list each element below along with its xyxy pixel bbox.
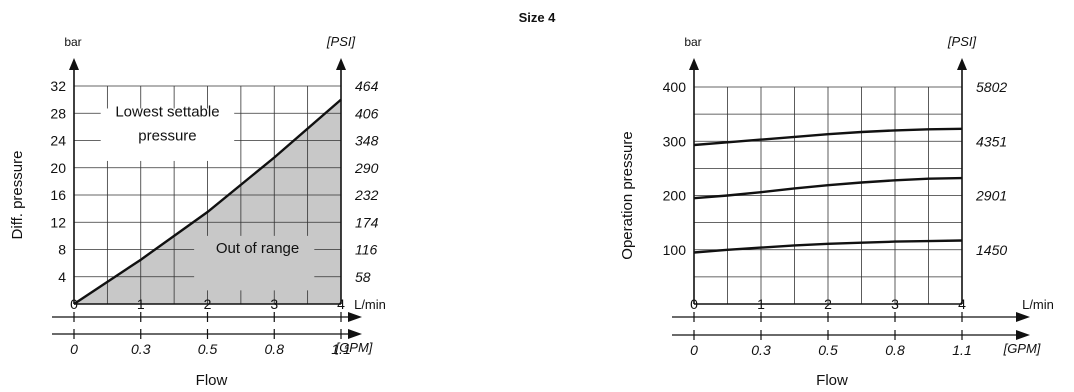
y-tick-label: 20 — [50, 160, 66, 176]
chart-2: 0 0 1 0.3 2 0.5 3 0.8 4 1.1 100 1450 200 2901 300 4351 4… — [619, 34, 1054, 389]
x-tick-label: 3 — [270, 296, 278, 312]
y-tick-label: 32 — [50, 78, 66, 94]
y-tick-label-secondary: 232 — [354, 187, 379, 203]
x-unit-label-secondary: [GPM] — [335, 340, 373, 355]
series-line-3 — [693, 127, 963, 147]
x-tick-label-secondary: 0 — [70, 341, 78, 357]
annotation-label: pressure — [138, 128, 196, 145]
y-tick-label: 12 — [50, 214, 66, 230]
y-tick-label-secondary: 1450 — [976, 242, 1007, 258]
x-tick-label-secondary: 0.5 — [198, 341, 218, 357]
x-tick-label: 0 — [690, 296, 698, 312]
series-line-1 — [73, 98, 342, 306]
y-tick-label-secondary: 290 — [354, 160, 379, 176]
x-tick-label: 4 — [958, 296, 966, 312]
y-tick-label-secondary: 2901 — [975, 188, 1007, 204]
x-unit-label-secondary: [GPM] — [1003, 341, 1041, 356]
x-tick-label-secondary: 0 — [690, 342, 698, 358]
y-tick-label-secondary: 406 — [355, 105, 379, 121]
page-title: Size 4 — [519, 10, 557, 25]
y-tick-label: 8 — [58, 242, 66, 258]
x-tick-label-secondary: 1.1 — [952, 342, 971, 358]
y-tick-label: 4 — [58, 269, 66, 285]
y-unit-label: bar — [64, 35, 81, 49]
y-tick-label: 16 — [50, 187, 66, 203]
x-axis-arrow — [348, 329, 362, 339]
x-tick-label-secondary: 1.1 — [331, 341, 350, 357]
x-axis-arrow — [348, 312, 362, 322]
y-tick-label-secondary: 348 — [355, 133, 379, 149]
y-axis-arrow-right — [957, 58, 967, 70]
annotation-label: Lowest settable — [115, 104, 219, 121]
y-tick-label: 400 — [663, 79, 687, 95]
y-tick-label: 100 — [663, 242, 687, 258]
y-axis-title: Diff. pressure — [9, 151, 26, 240]
y-tick-label-secondary: 116 — [355, 242, 378, 258]
y-tick-label-secondary: 174 — [355, 214, 379, 230]
x-axis-title: Flow — [196, 372, 228, 389]
series-line-1 — [693, 239, 963, 254]
y-axis-arrow-right — [336, 58, 346, 70]
y-tick-label-secondary: 58 — [355, 269, 371, 285]
x-tick-label: 1 — [757, 296, 765, 312]
y-axis-title: Operation pressure — [619, 131, 636, 259]
annotation-backdrop — [194, 235, 315, 291]
y-tick-label: 300 — [663, 133, 687, 149]
y-tick-label: 24 — [50, 133, 66, 149]
x-unit-label: L/min — [354, 297, 386, 312]
y-tick-label: 28 — [50, 105, 66, 121]
x-tick-label-secondary: 0.3 — [751, 342, 771, 358]
y-axis-arrow-left — [69, 58, 79, 70]
x-tick-label-secondary: 0.8 — [885, 342, 905, 358]
y-tick-label: 200 — [663, 188, 687, 204]
y-tick-label-secondary: 464 — [355, 78, 379, 94]
y-axis-arrow-left — [689, 58, 699, 70]
x-tick-label: 2 — [204, 296, 212, 312]
x-tick-label-secondary: 0.8 — [265, 341, 285, 357]
x-tick-label: 1 — [137, 296, 145, 312]
y-tick-label-secondary: 4351 — [976, 133, 1007, 149]
y-unit-label: bar — [684, 35, 701, 49]
x-axis-arrow — [1016, 312, 1030, 322]
x-tick-label: 3 — [891, 296, 899, 312]
annotation-backdrop — [100, 108, 235, 161]
y-unit-label-secondary: [PSI] — [947, 34, 977, 49]
x-tick-label-secondary: 0.5 — [818, 342, 838, 358]
x-axis-arrow — [1016, 330, 1030, 340]
x-tick-label: 4 — [337, 296, 345, 312]
series-line-2 — [693, 176, 963, 200]
y-unit-label-secondary: [PSI] — [326, 34, 356, 49]
x-tick-label-secondary: 0.3 — [131, 341, 151, 357]
y-tick-label-secondary: 5802 — [976, 79, 1007, 95]
annotation-label: Out of range — [216, 240, 299, 257]
x-unit-label: L/min — [1022, 297, 1054, 312]
x-tick-label: 2 — [824, 296, 832, 312]
x-axis-title: Flow — [816, 372, 848, 389]
